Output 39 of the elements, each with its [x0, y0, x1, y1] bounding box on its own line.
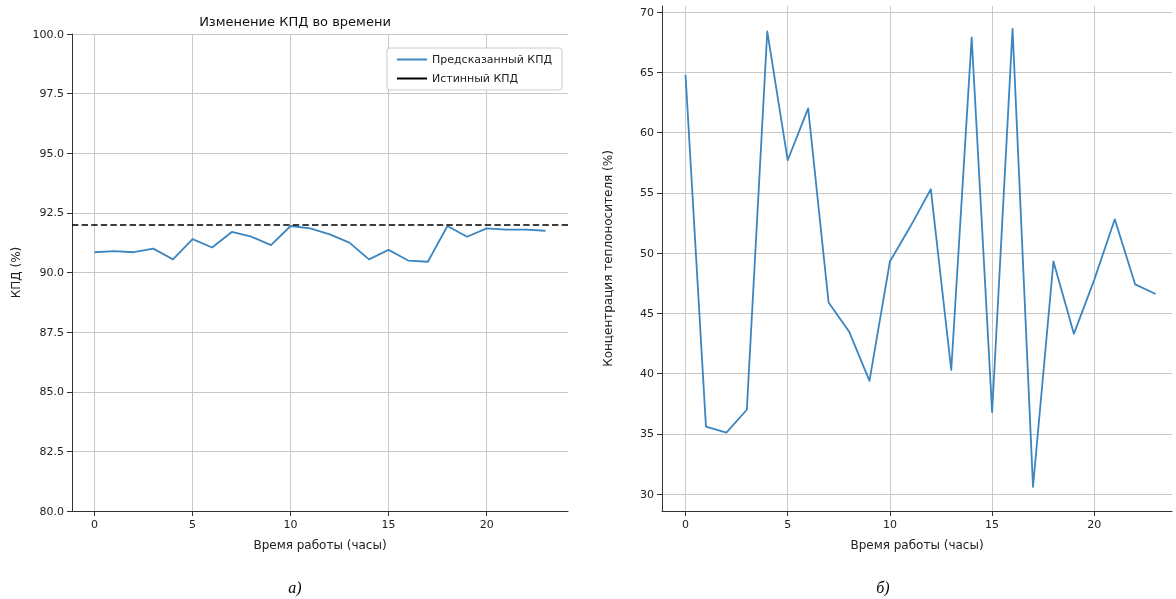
y-tick-label: 60 [640, 126, 654, 140]
chart-title: Изменение КПД во времени [199, 14, 391, 29]
legend-label: Истинный КПД [431, 72, 519, 85]
x-tick-label: 5 [189, 518, 197, 531]
line-series [93, 225, 547, 263]
x-tick-label: 5 [784, 518, 792, 531]
y-axis-title: Концентрация теплоносителя (%) [601, 150, 615, 367]
x-tick-label: 0 [91, 518, 99, 531]
y-tick-label: 65 [640, 65, 654, 79]
text: б) [876, 578, 890, 597]
y-tick-label: 50 [640, 246, 654, 260]
y-tick-label: 35 [640, 427, 654, 441]
x-axis-title: Время работы (часы) [253, 538, 387, 552]
y-tick-label: 85.0 [39, 385, 64, 399]
y-tick-label: 90.0 [39, 266, 64, 279]
y-tick-label: 30 [640, 487, 654, 501]
y-tick-label: 100.0 [32, 27, 64, 41]
y-tick-label: 45 [640, 306, 654, 320]
x-tick-label: 10 [283, 518, 298, 531]
y-tick-label: 92.5 [39, 206, 64, 220]
x-tick-label: 0 [682, 518, 690, 531]
y-tick-label: 70 [640, 5, 654, 19]
y-tick-label: 40 [640, 367, 654, 381]
text: а) [288, 578, 302, 597]
line-series [684, 28, 1157, 488]
x-tick-label: 20 [1087, 518, 1102, 531]
y-axis-title: КПД (%) [8, 246, 23, 299]
y-tick-label: 55 [640, 186, 654, 200]
legend-label: Предсказанный КПД [431, 53, 553, 66]
y-tick-label: 80.0 [39, 504, 64, 518]
y-tick-label: 82.5 [39, 444, 64, 458]
y-tick-label: 87.5 [39, 325, 64, 339]
y-tick-label: 97.5 [39, 87, 64, 101]
x-tick-label: 20 [479, 518, 494, 531]
x-axis-title: Время работы (часы) [850, 538, 984, 552]
x-tick-label: 10 [882, 518, 897, 531]
x-tick-label: 15 [985, 518, 1000, 531]
y-tick-label: 95.0 [39, 146, 64, 160]
x-tick-label: 15 [381, 518, 396, 531]
